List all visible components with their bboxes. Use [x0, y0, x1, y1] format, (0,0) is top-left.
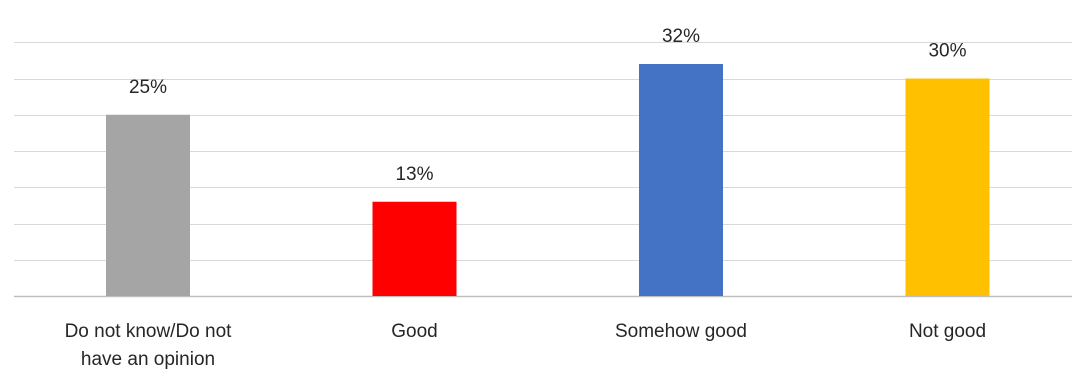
data-label-2: 13% [395, 164, 433, 185]
data-label-4: 30% [928, 41, 966, 62]
bar-4 [905, 78, 990, 296]
category-label-1: Do not know/Do not have an opinion [65, 321, 233, 370]
bar-1 [106, 114, 190, 296]
data-label-1: 25% [129, 77, 167, 98]
category-axis-labels: Do not know/Do not have an opinion Good Som… [65, 321, 987, 370]
category-label-2: Good [391, 321, 437, 342]
bar-2 [372, 201, 457, 296]
category-label-4: Not good [909, 321, 986, 342]
gridlines [14, 42, 1072, 298]
bar-3 [639, 64, 723, 296]
data-label-3: 32% [662, 26, 700, 47]
bars [106, 64, 990, 296]
category-label-3: Somehow good [615, 321, 747, 342]
data-labels: 25% 13% 32% 30% [129, 26, 967, 185]
